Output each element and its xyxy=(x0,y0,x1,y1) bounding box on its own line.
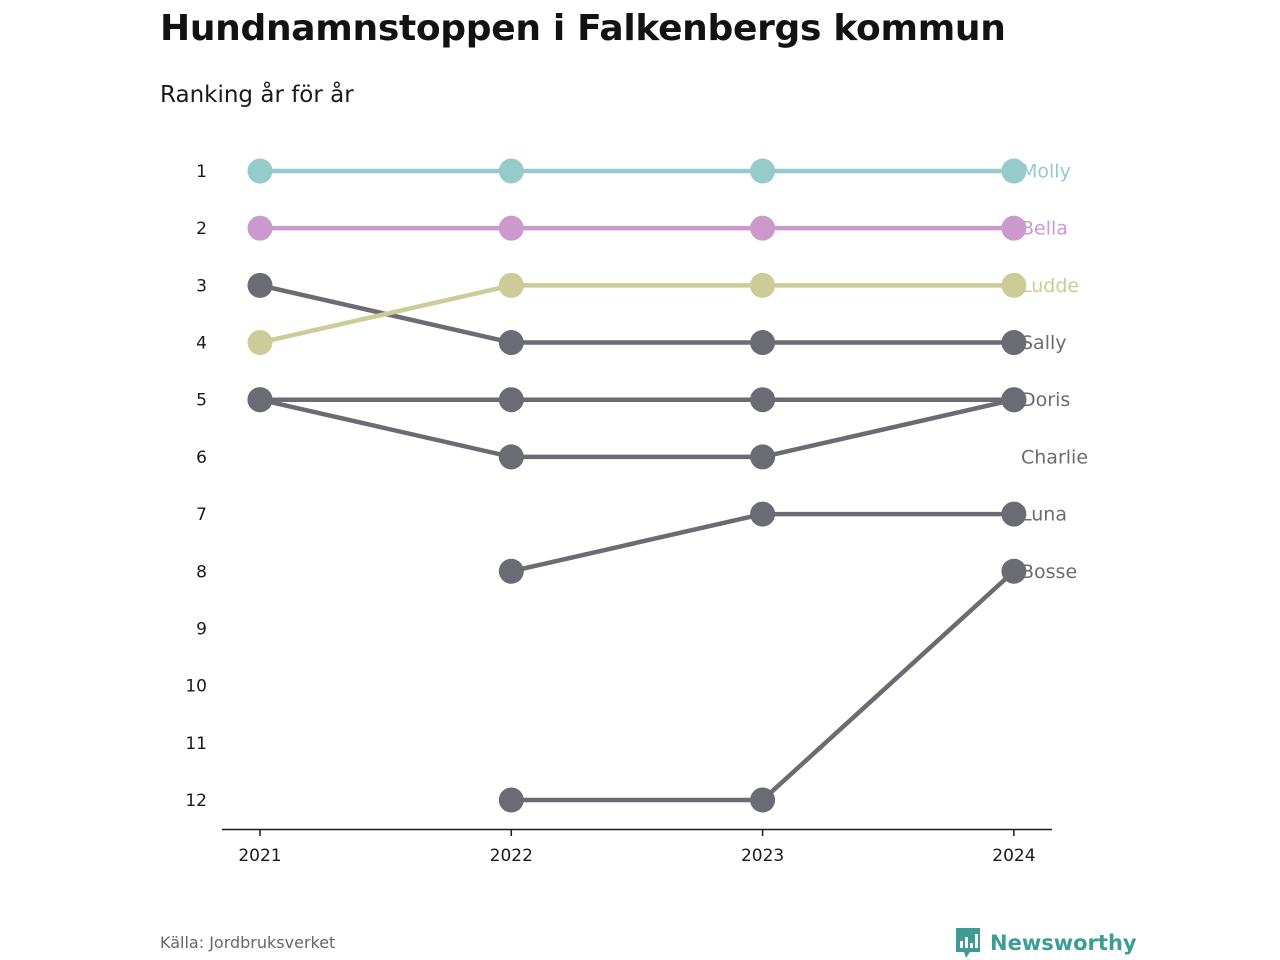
series-end-label-molly: Molly xyxy=(1021,161,1071,183)
data-point-charlie-2022 xyxy=(498,444,524,470)
series-end-label-doris: Doris xyxy=(1021,389,1070,411)
y-tick-label: 10 xyxy=(185,677,207,697)
y-tick-label: 6 xyxy=(196,448,207,468)
series-points xyxy=(247,158,1027,813)
y-tick-label: 3 xyxy=(196,276,207,296)
y-tick-label: 5 xyxy=(196,391,207,411)
series-end-label-ludde: Ludde xyxy=(1021,275,1079,297)
source-note: Källa: Jordbruksverket xyxy=(160,933,336,952)
series-line-ludde xyxy=(257,283,1017,345)
chart-title: Hundnamnstoppen i Falkenbergs kommun xyxy=(160,8,1006,49)
data-point-bella-2024 xyxy=(1001,215,1027,241)
data-point-bosse-2022 xyxy=(498,787,524,813)
x-axis: 2021 2022 2023 2024 xyxy=(222,828,1052,866)
series-end-labels: Molly Bella Ludde Sally Doris Charlie Luna Boss… xyxy=(1021,161,1088,583)
x-tick-label: 2021 xyxy=(238,846,281,866)
chart-subtitle: Ranking år för år xyxy=(160,82,354,108)
data-point-doris-2023 xyxy=(750,387,776,413)
series-end-label-bella: Bella xyxy=(1021,218,1068,240)
series-end-label-charlie: Charlie xyxy=(1021,446,1088,468)
y-tick-label: 8 xyxy=(196,562,207,582)
data-point-charlie-2021 xyxy=(247,387,273,413)
x-tick-label: 2024 xyxy=(992,846,1035,866)
brand-logo: Newsworthy xyxy=(954,926,1137,960)
data-point-doris-2022 xyxy=(498,387,524,413)
data-point-sally-2021 xyxy=(247,272,273,298)
data-point-ludde-2021 xyxy=(247,330,273,356)
data-point-charlie-2024 xyxy=(1001,387,1027,413)
x-tick-label: 2023 xyxy=(741,846,784,866)
series-end-label-luna: Luna xyxy=(1021,504,1067,526)
data-point-bella-2022 xyxy=(498,215,524,241)
y-tick-label: 1 xyxy=(196,162,207,182)
y-tick-label: 7 xyxy=(196,505,207,525)
y-tick-label: 9 xyxy=(196,619,207,639)
y-tick-label: 2 xyxy=(196,219,207,239)
data-point-bosse-2023 xyxy=(750,787,776,813)
data-point-sally-2022 xyxy=(498,330,524,356)
data-point-charlie-2023 xyxy=(750,444,776,470)
data-point-sally-2023 xyxy=(750,330,776,356)
data-point-bella-2021 xyxy=(247,215,273,241)
y-tick-label: 12 xyxy=(185,791,207,811)
brand-name: Newsworthy xyxy=(990,931,1137,955)
series-end-label-sally: Sally xyxy=(1021,332,1067,354)
data-point-sally-2024 xyxy=(1001,330,1027,356)
series-line-charlie xyxy=(257,397,1017,460)
bar-chart-speech-bubble-icon xyxy=(956,928,980,958)
data-point-ludde-2024 xyxy=(1001,272,1027,298)
data-point-bella-2023 xyxy=(750,215,776,241)
x-tick-label: 2022 xyxy=(490,846,533,866)
y-tick-label: 11 xyxy=(185,734,207,754)
series-end-label-bosse: Bosse xyxy=(1021,561,1077,583)
data-point-bosse-2024 xyxy=(1001,558,1027,584)
data-point-molly-2022 xyxy=(498,158,524,184)
data-point-luna-2022 xyxy=(498,558,524,584)
data-point-molly-2024 xyxy=(1001,158,1027,184)
series-line-bosse xyxy=(509,569,1017,803)
data-point-ludde-2022 xyxy=(498,272,524,298)
series-lines xyxy=(257,168,1017,803)
data-point-luna-2023 xyxy=(750,501,776,527)
data-point-molly-2021 xyxy=(247,158,273,184)
data-point-luna-2024 xyxy=(1001,501,1027,527)
series-line-sally xyxy=(257,283,1017,345)
y-tick-label: 4 xyxy=(196,334,207,354)
data-point-molly-2023 xyxy=(750,158,776,184)
data-point-ludde-2023 xyxy=(750,272,776,298)
